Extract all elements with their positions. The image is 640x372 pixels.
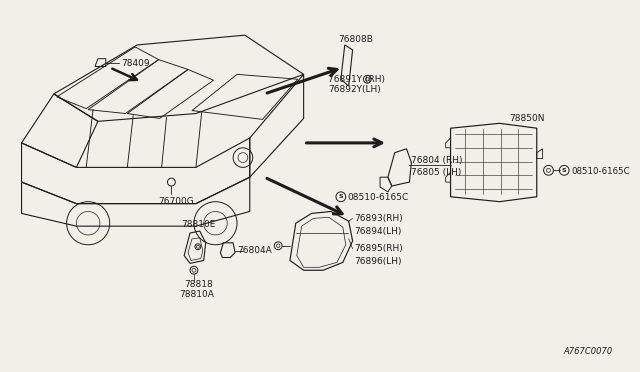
Text: 76808B: 76808B	[338, 35, 372, 44]
Text: 76892Y(LH): 76892Y(LH)	[328, 84, 381, 93]
Text: 78850N: 78850N	[509, 114, 545, 123]
Text: 08510-6165C: 08510-6165C	[348, 193, 409, 202]
Text: 78810A: 78810A	[179, 290, 214, 299]
Text: 76804A: 76804A	[237, 246, 272, 255]
Text: 76700G: 76700G	[159, 197, 195, 206]
Text: A767C0070: A767C0070	[563, 347, 612, 356]
Text: 78409: 78409	[122, 59, 150, 68]
Text: 76804 (RH): 76804 (RH)	[412, 156, 463, 165]
Text: S: S	[339, 194, 343, 199]
Text: 78818: 78818	[184, 280, 213, 289]
Text: S: S	[562, 168, 566, 173]
Text: 76895(RH): 76895(RH)	[355, 244, 403, 253]
Text: 78810E: 78810E	[181, 220, 216, 229]
Text: 76805 (LH): 76805 (LH)	[412, 168, 461, 177]
Text: 76893(RH): 76893(RH)	[355, 214, 403, 223]
Text: 08510-6165C: 08510-6165C	[571, 167, 630, 176]
Text: 76891Y (RH): 76891Y (RH)	[328, 75, 385, 84]
Text: 76894(LH): 76894(LH)	[355, 227, 402, 235]
Text: 76896(LH): 76896(LH)	[355, 257, 402, 266]
